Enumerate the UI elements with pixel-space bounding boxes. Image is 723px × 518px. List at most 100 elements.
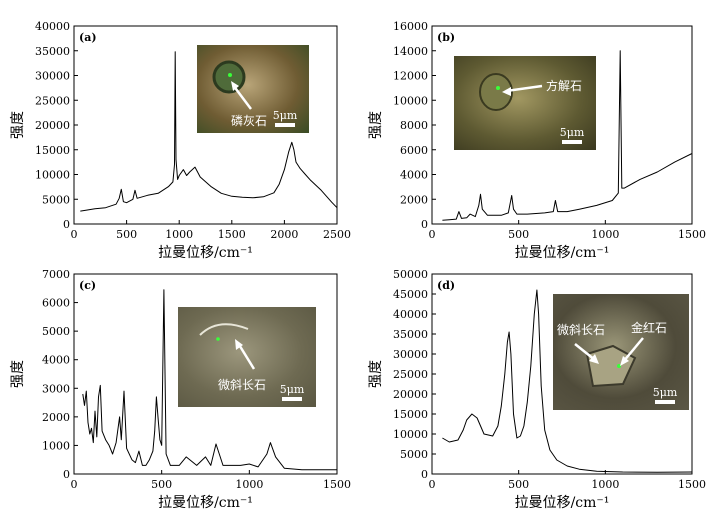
panel-a: 0500010000150002000025000300003500040000… bbox=[10, 20, 351, 261]
y-tick-label: 8000 bbox=[400, 119, 428, 132]
y-tick-label: 2000 bbox=[42, 411, 70, 424]
spectrum-line bbox=[82, 289, 337, 471]
y-tick-label: 30000 bbox=[393, 348, 428, 361]
y-tick-label: 0 bbox=[63, 468, 70, 481]
inset-micrograph: 磷灰石 5μm bbox=[197, 45, 309, 133]
x-tick-label: 1500 bbox=[323, 478, 351, 491]
mineral-grain bbox=[212, 60, 246, 94]
y-tick-label: 30000 bbox=[35, 70, 70, 83]
x-tick-label: 500 bbox=[116, 228, 137, 241]
y-tick-label: 4000 bbox=[42, 354, 70, 367]
spectrum-line bbox=[442, 50, 693, 221]
y-axis-label: 强度 bbox=[10, 111, 26, 139]
x-tick-label: 1000 bbox=[165, 228, 193, 241]
y-tick-label: 5000 bbox=[400, 448, 428, 461]
y-tick-label: 0 bbox=[63, 218, 70, 231]
x-tick-label: 500 bbox=[508, 228, 529, 241]
y-tick-label: 20000 bbox=[35, 119, 70, 132]
scale-bar-label: 5μm bbox=[653, 386, 678, 399]
y-tick-label: 7000 bbox=[42, 268, 70, 281]
x-tick-label: 0 bbox=[71, 228, 78, 241]
micrograph-image bbox=[197, 45, 309, 133]
pointer-arrow bbox=[505, 84, 543, 93]
y-tick-label: 6000 bbox=[400, 144, 428, 157]
y-tick-label: 16000 bbox=[393, 20, 428, 33]
grain-boundary bbox=[199, 323, 249, 336]
x-tick-label: 2500 bbox=[323, 228, 351, 241]
x-tick-label: 0 bbox=[429, 478, 436, 491]
x-tick-label: 1500 bbox=[218, 228, 246, 241]
x-tick-label: 0 bbox=[429, 228, 436, 241]
y-tick-label: 10000 bbox=[393, 428, 428, 441]
y-tick-label: 2000 bbox=[400, 193, 428, 206]
y-tick-label: 10000 bbox=[35, 169, 70, 182]
y-tick-label: 3000 bbox=[42, 382, 70, 395]
scale-bar-label: 5μm bbox=[560, 126, 585, 139]
y-tick-label: 5000 bbox=[42, 325, 70, 338]
mineral-label: 微斜长石 bbox=[218, 378, 266, 392]
scale-bar bbox=[655, 400, 675, 404]
panel-label: (b) bbox=[437, 31, 455, 44]
y-tick-label: 50000 bbox=[393, 268, 428, 281]
y-tick-label: 5000 bbox=[42, 193, 70, 206]
x-axis-label: 拉曼位移/cm⁻¹ bbox=[515, 495, 610, 511]
y-tick-label: 40000 bbox=[35, 20, 70, 33]
inset-micrograph: 微斜长石 5μm bbox=[178, 307, 316, 407]
y-tick-label: 25000 bbox=[393, 368, 428, 381]
pointer-arrowhead bbox=[589, 354, 599, 364]
x-tick-label: 1000 bbox=[591, 478, 619, 491]
x-axis-label: 拉曼位移/cm⁻¹ bbox=[515, 245, 610, 261]
panel-label: (d) bbox=[437, 279, 455, 292]
y-tick-label: 20000 bbox=[393, 388, 428, 401]
pointer-arrow bbox=[574, 343, 596, 361]
y-tick-label: 15000 bbox=[393, 408, 428, 421]
y-tick-label: 15000 bbox=[35, 144, 70, 157]
mineral-label: 磷灰石 bbox=[231, 113, 267, 128]
x-tick-label: 1500 bbox=[678, 228, 706, 241]
mineral-grain bbox=[479, 73, 513, 111]
y-tick-label: 1000 bbox=[42, 439, 70, 452]
y-axis-label: 强度 bbox=[10, 360, 26, 388]
laser-spot bbox=[216, 337, 220, 341]
scale-bar bbox=[275, 123, 295, 127]
pointer-arrow bbox=[622, 337, 644, 363]
x-tick-label: 1000 bbox=[591, 228, 619, 241]
panel-c: 0 1000 2000 3000 4000 5000 6000 7000 0 500 1000 150… bbox=[10, 268, 351, 511]
pointer-arrowhead bbox=[620, 356, 629, 366]
x-tick-label: 500 bbox=[508, 478, 529, 491]
inset-micrograph: 方解石 5μm bbox=[454, 56, 596, 150]
mineral-label: 方解石 bbox=[546, 78, 582, 93]
scale-bar bbox=[562, 140, 582, 144]
pointer-arrowhead bbox=[231, 81, 239, 91]
y-tick-label: 4000 bbox=[400, 169, 428, 182]
laser-spot bbox=[617, 364, 621, 368]
y-tick-label: 0 bbox=[421, 468, 428, 481]
y-axis-label: 强度 bbox=[368, 360, 384, 388]
pointer-arrowhead bbox=[502, 87, 511, 96]
y-tick-label: 6000 bbox=[42, 297, 70, 310]
y-tick-label: 45000 bbox=[393, 288, 428, 301]
x-tick-label: 2000 bbox=[270, 228, 298, 241]
mineral-label: 金红石 bbox=[631, 320, 667, 335]
pointer-arrowhead bbox=[235, 339, 243, 350]
y-tick-label: 12000 bbox=[393, 70, 428, 83]
y-tick-label: 14000 bbox=[393, 45, 428, 58]
spectrum-line bbox=[80, 51, 338, 212]
mineral-label: 微斜长石 bbox=[557, 323, 605, 337]
plot-frame bbox=[73, 273, 338, 475]
panel-d: 0500010000150002000025000300003500040000… bbox=[368, 268, 706, 511]
y-axis-label: 强度 bbox=[368, 111, 384, 139]
inset-micrograph: 微斜长石 金红石 5μm bbox=[553, 294, 689, 410]
panel-label: (c) bbox=[79, 279, 96, 292]
pointer-arrow bbox=[236, 342, 256, 370]
scale-bar bbox=[282, 397, 302, 401]
x-axis-label: 拉曼位移/cm⁻¹ bbox=[158, 245, 253, 261]
y-tick-label: 35000 bbox=[35, 45, 70, 58]
laser-spot bbox=[228, 73, 232, 77]
y-tick-label: 25000 bbox=[35, 94, 70, 107]
pointer-arrow bbox=[232, 84, 252, 110]
micrograph-image bbox=[454, 56, 596, 150]
scale-bar-label: 5μm bbox=[273, 109, 298, 122]
y-tick-label: 10000 bbox=[393, 94, 428, 107]
